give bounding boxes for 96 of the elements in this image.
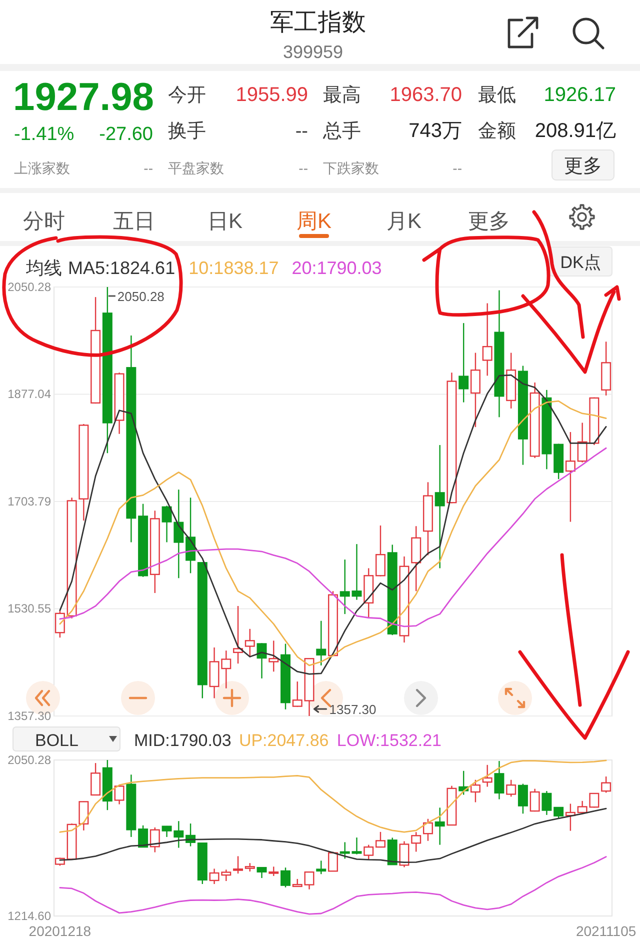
candlestick [375,831,386,848]
text: -1.41% [14,124,74,145]
text: 1926.17 [544,84,616,106]
candlestick [340,558,350,615]
candlestick [90,762,101,796]
text: 五日 [113,210,155,233]
candlestick [565,431,576,522]
text: 743万 [408,120,462,142]
text: 208.91亿 [534,120,616,142]
candlestick [375,524,386,577]
candlestick [352,543,362,600]
candlestick [470,352,480,428]
candlestick [554,806,564,819]
candlestick [352,836,362,855]
candlestick [138,824,148,848]
candlestick [434,807,445,846]
candlestick [292,680,302,708]
text: -27.60 [99,124,153,145]
candlestick [434,444,445,569]
text: 上涨家数 [14,160,70,176]
candlestick [304,871,314,890]
candlestick [256,866,267,879]
y-tick-label: 1357.30 [8,709,52,723]
candlestick [268,640,279,672]
candlestick [494,760,504,800]
candlestick [601,776,612,794]
text: 1927.98 [13,76,154,119]
candlestick [482,764,492,788]
candlestick [340,842,350,860]
candlestick [422,818,433,842]
text: 平盘家数 [168,160,224,176]
text: MA5:1824.61 [68,258,176,278]
candlestick [328,851,338,872]
candlestick [268,866,279,877]
text: -- [144,160,154,176]
candlestick [233,605,244,664]
candlestick [518,783,528,814]
text: 下跌家数 [323,160,379,176]
more-button: 更多 [552,150,614,180]
candlestick [280,866,291,888]
text: 更多 [468,210,510,233]
candlestick [458,322,469,403]
annotation: 2050.28 [117,289,164,304]
candlestick [54,610,65,638]
legend-title: BOLL [35,731,78,750]
text: 10:1838.17 [188,258,279,278]
text: 分时 [23,210,65,233]
x-tick-label: 20201218 [28,923,92,939]
text: 最低 [478,85,516,106]
y-tick-label: 1877.04 [8,387,52,402]
candlestick [233,856,244,874]
text: 1963.70 [390,84,462,106]
y-tick-label: 1214.60 [8,909,52,923]
candlestick [114,785,124,805]
text: -- [298,160,308,176]
y-tick-label: 2050.28 [8,280,52,294]
text: 日K [207,210,243,233]
candlestick [506,779,516,798]
dk-button: DK点 [548,246,612,276]
text: 月K [386,210,422,233]
candlestick [470,779,480,803]
text: MID:1790.03 [134,731,232,750]
candlestick [316,860,326,875]
text: 周K [296,210,332,233]
annotation: 1357.30 [329,702,376,717]
legend-title: 均线 [25,258,62,278]
text: 军工指数 [270,9,366,36]
candlestick [399,840,410,868]
y-tick-label: 2050.28 [8,753,52,767]
candlestick [316,620,326,666]
text: 换手 [168,121,206,142]
text: -- [295,121,308,142]
candlestick [411,832,422,852]
text: 1955.99 [236,84,308,106]
text: LOW:1532.21 [336,731,442,750]
text: 20:1790.03 [292,258,382,278]
text: 今开 [168,85,206,106]
text: 总手 [322,121,361,142]
line-series [59,856,607,915]
candlestick [542,790,552,816]
candlestick [530,788,540,812]
text: 最高 [323,84,361,106]
candlestick [244,628,255,658]
text: 金额 [478,120,516,142]
candlestick [150,826,160,853]
y-tick-label: 1703.79 [8,494,52,508]
indicator-dropdown: BOLL [12,726,120,752]
x-tick-label: 20211105 [576,923,636,939]
line-series [59,760,607,833]
candlestick [482,302,492,376]
candlestick [364,844,374,860]
y-tick-label: 1530.55 [8,602,52,616]
series-label: UP:2047.86 [238,731,329,750]
candlestick [256,642,267,680]
text: 399959 [282,42,344,62]
text: -- [452,160,462,176]
